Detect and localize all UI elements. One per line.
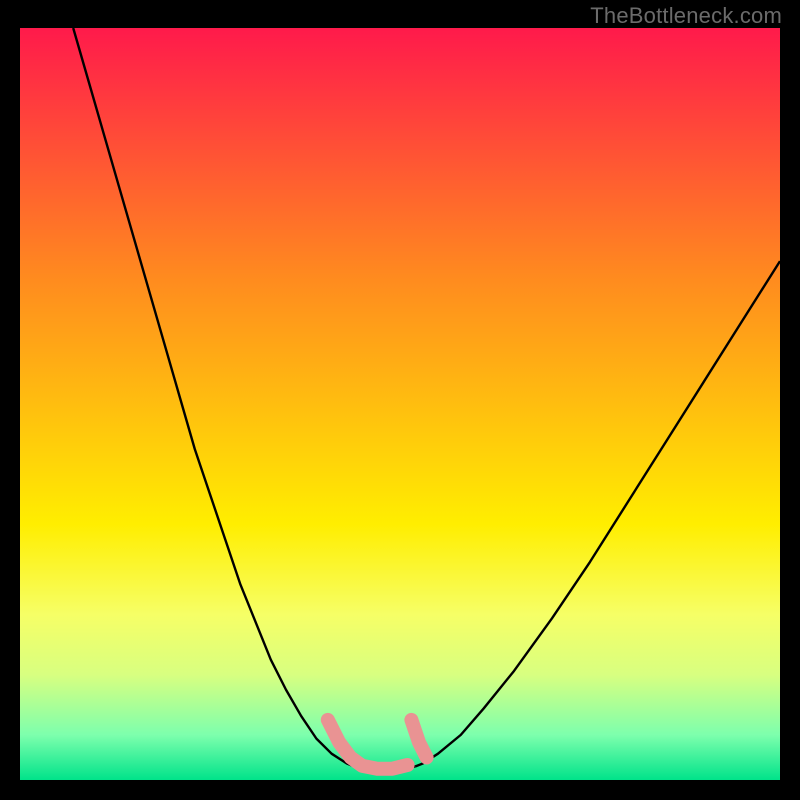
curve-layer (0, 0, 800, 800)
curve-path (328, 720, 408, 769)
watermark-text: TheBottleneck.com (590, 3, 782, 29)
curve-path (415, 261, 780, 766)
curve-path (411, 720, 426, 758)
curve-path (73, 28, 354, 766)
chart-frame: TheBottleneck.com (0, 0, 800, 800)
